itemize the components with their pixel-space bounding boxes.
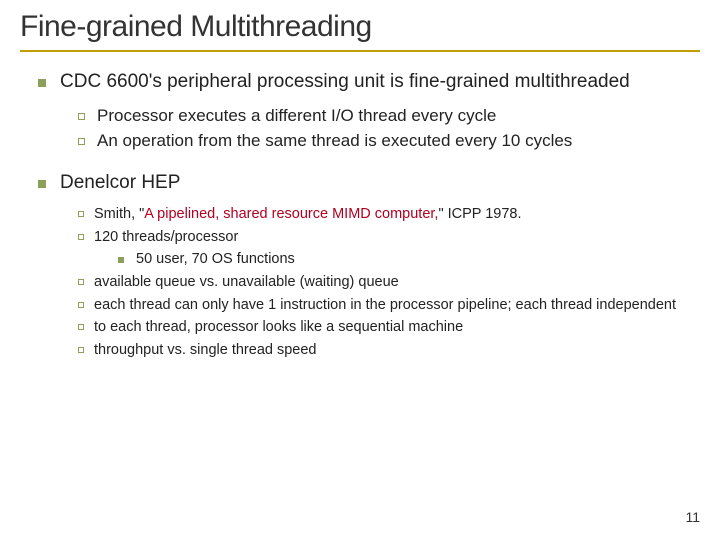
text: Smith, ": [94, 206, 144, 222]
list-item: 120 threads/processor: [78, 228, 700, 248]
slide-title: Fine-grained Multithreading: [20, 10, 700, 44]
bullet-icon: [78, 279, 84, 285]
list-item: throughput vs. single thread speed: [78, 341, 700, 361]
item-text: Processor executes a different I/O threa…: [97, 105, 496, 128]
list-item: available queue vs. unavailable (waiting…: [78, 273, 700, 293]
item-text: each thread can only have 1 instruction …: [94, 296, 676, 316]
item-text: An operation from the same thread is exe…: [97, 130, 572, 153]
item-text: Smith, "A pipelined, shared resource MIM…: [94, 205, 522, 225]
bullet-icon: [78, 302, 84, 308]
text: " ICPP 1978.: [438, 206, 521, 222]
section-cdc6600: CDC 6600's peripheral processing unit is…: [38, 70, 700, 95]
bullet-icon: [38, 180, 46, 188]
section-heading: Denelcor HEP: [60, 171, 180, 196]
section-heading: CDC 6600's peripheral processing unit is…: [60, 70, 630, 95]
page-number: 11: [685, 509, 700, 525]
item-text: 50 user, 70 OS functions: [136, 250, 295, 270]
bullet-icon: [118, 257, 124, 263]
list-item: An operation from the same thread is exe…: [78, 130, 700, 153]
title-divider: [20, 50, 700, 52]
bullet-icon: [78, 138, 85, 145]
item-text: throughput vs. single thread speed: [94, 341, 316, 361]
list-subitem: 50 user, 70 OS functions: [118, 250, 700, 270]
item-text: to each thread, processor looks like a s…: [94, 318, 463, 338]
list-item: each thread can only have 1 instruction …: [78, 296, 700, 316]
slide: Fine-grained Multithreading CDC 6600's p…: [0, 0, 720, 540]
bullet-icon: [78, 234, 84, 240]
bullet-icon: [38, 79, 46, 87]
item-text: 120 threads/processor: [94, 228, 238, 248]
section-denelcor: Denelcor HEP: [38, 171, 700, 196]
citation-title: A pipelined, shared resource MIMD comput…: [144, 206, 438, 222]
list-item: to each thread, processor looks like a s…: [78, 318, 700, 338]
bullet-icon: [78, 113, 85, 120]
list-item: Smith, "A pipelined, shared resource MIM…: [78, 205, 700, 225]
bullet-icon: [78, 347, 84, 353]
bullet-icon: [78, 211, 84, 217]
list-item: Processor executes a different I/O threa…: [78, 105, 700, 128]
bullet-icon: [78, 324, 84, 330]
item-text: available queue vs. unavailable (waiting…: [94, 273, 399, 293]
